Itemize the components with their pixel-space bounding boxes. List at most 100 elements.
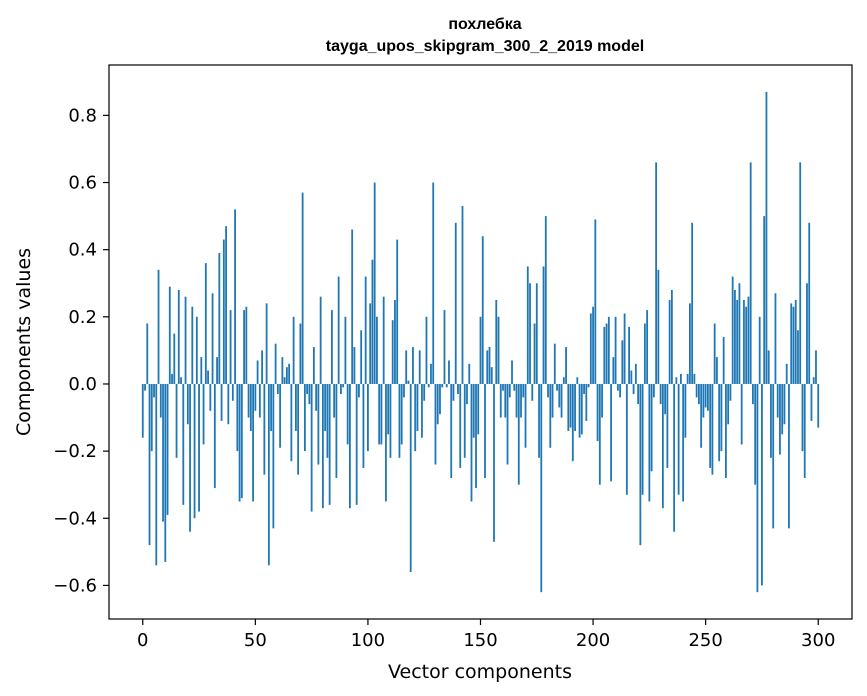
bar-125 bbox=[423, 383, 426, 401]
bar-34 bbox=[218, 253, 221, 384]
bar-291 bbox=[797, 330, 799, 384]
bar-85 bbox=[333, 383, 336, 418]
bar-267 bbox=[743, 300, 745, 384]
bar-150 bbox=[479, 316, 482, 384]
bar-53 bbox=[261, 350, 263, 384]
bar-38 bbox=[227, 383, 230, 425]
bar-107 bbox=[382, 296, 385, 384]
bar-285 bbox=[783, 383, 786, 425]
y-tick-label-4: 0.2 bbox=[68, 307, 97, 328]
bar-296 bbox=[808, 222, 811, 384]
bar-177 bbox=[540, 383, 543, 593]
bar-199 bbox=[589, 313, 592, 384]
bar-112 bbox=[394, 300, 396, 384]
bar-245 bbox=[693, 373, 696, 384]
bar-294 bbox=[803, 383, 806, 478]
bar-81 bbox=[324, 383, 327, 431]
bar-135 bbox=[445, 383, 448, 388]
bar-30 bbox=[209, 383, 212, 411]
bar-110 bbox=[389, 383, 392, 458]
x-tick-label-4: 200 bbox=[576, 630, 610, 651]
bar-249 bbox=[702, 383, 705, 418]
bar-5 bbox=[153, 383, 155, 398]
bar-168 bbox=[520, 383, 522, 418]
x-tick-label-5: 250 bbox=[688, 630, 722, 651]
bar-271 bbox=[752, 383, 754, 405]
bar-170 bbox=[524, 383, 527, 448]
bar-100 bbox=[367, 383, 369, 452]
bar-41 bbox=[234, 209, 236, 384]
bar-0 bbox=[141, 383, 144, 438]
bar-90 bbox=[344, 316, 347, 384]
bars-group bbox=[141, 91, 820, 593]
bar-273 bbox=[756, 383, 759, 593]
bar-12 bbox=[168, 286, 171, 384]
bar-278 bbox=[767, 350, 770, 384]
bar-297 bbox=[810, 383, 813, 421]
bar-116 bbox=[403, 383, 405, 398]
bar-229 bbox=[657, 269, 660, 384]
bar-176 bbox=[538, 383, 540, 458]
chart-title: похлебка bbox=[448, 16, 521, 33]
bar-137 bbox=[450, 383, 453, 478]
bar-17 bbox=[180, 377, 182, 384]
bar-2 bbox=[146, 323, 149, 384]
bar-190 bbox=[569, 383, 572, 428]
bar-94 bbox=[353, 347, 356, 384]
bar-223 bbox=[643, 323, 646, 384]
bar-214 bbox=[623, 313, 626, 384]
bar-142 bbox=[461, 206, 464, 384]
bar-23 bbox=[193, 383, 196, 519]
bar-92 bbox=[349, 383, 351, 509]
bar-103 bbox=[373, 182, 376, 384]
bar-144 bbox=[466, 383, 468, 405]
bar-171 bbox=[526, 266, 529, 384]
bar-149 bbox=[477, 383, 480, 435]
bar-300 bbox=[817, 383, 820, 428]
bar-257 bbox=[720, 383, 723, 452]
bar-216 bbox=[628, 326, 630, 384]
bar-136 bbox=[448, 360, 450, 384]
bar-115 bbox=[400, 383, 403, 445]
bar-127 bbox=[427, 383, 430, 388]
bar-63 bbox=[283, 377, 286, 384]
bar-164 bbox=[511, 360, 513, 384]
bar-48 bbox=[249, 383, 252, 431]
bar-256 bbox=[718, 383, 721, 462]
bar-65 bbox=[288, 363, 291, 384]
bar-101 bbox=[369, 303, 372, 384]
bar-292 bbox=[799, 162, 802, 384]
bar-225 bbox=[648, 383, 651, 502]
x-tick-label-0: 0 bbox=[137, 630, 148, 651]
bar-283 bbox=[779, 383, 781, 455]
bar-244 bbox=[691, 222, 694, 384]
bar-39 bbox=[229, 310, 232, 384]
bar-235 bbox=[670, 289, 673, 384]
x-axis-label: Vector components bbox=[388, 661, 572, 683]
bar-237 bbox=[675, 377, 678, 384]
bar-167 bbox=[517, 383, 520, 485]
bar-93 bbox=[351, 229, 354, 384]
bar-175 bbox=[535, 283, 538, 384]
y-tick-label-6: 0.6 bbox=[68, 173, 97, 194]
bar-221 bbox=[639, 383, 642, 546]
bar-183 bbox=[553, 343, 556, 384]
bar-143 bbox=[463, 383, 466, 458]
bar-184 bbox=[556, 383, 558, 391]
bar-255 bbox=[716, 357, 718, 384]
bar-185 bbox=[558, 383, 561, 408]
bar-106 bbox=[380, 383, 383, 445]
bar-284 bbox=[781, 383, 784, 435]
y-axis-label: Components values bbox=[13, 248, 35, 436]
bar-287 bbox=[788, 383, 790, 529]
bar-239 bbox=[679, 373, 682, 384]
bar-202 bbox=[596, 383, 599, 442]
bar-209 bbox=[612, 357, 615, 384]
bar-74 bbox=[308, 383, 311, 405]
bar-290 bbox=[794, 300, 797, 384]
bar-147 bbox=[472, 383, 475, 438]
bar-134 bbox=[443, 310, 446, 384]
bar-195 bbox=[580, 383, 583, 435]
bar-1 bbox=[144, 383, 146, 391]
bar-210 bbox=[614, 316, 617, 384]
